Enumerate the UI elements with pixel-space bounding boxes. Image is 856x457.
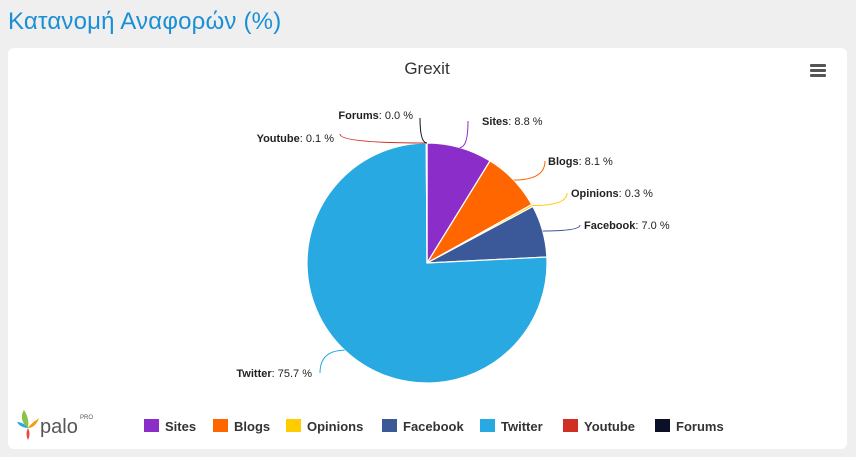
palo-logo: palo PRO — [16, 406, 106, 442]
legend-label-blogs: Blogs — [234, 419, 270, 434]
legend-swatch-opinions — [286, 419, 301, 432]
palo-leaf-logo-icon — [17, 410, 39, 440]
legend-swatch-sites — [144, 419, 159, 432]
legend-item-sites[interactable]: Sites — [144, 419, 196, 434]
legend-label-forums: Forums — [676, 419, 724, 434]
legend-label-opinions: Opinions — [307, 419, 363, 434]
slice-data-labels: Sites: 8.8 % Blogs: 8.1 % Opinions: 0.3 % F… — [236, 110, 669, 380]
legend-item-twitter[interactable]: Twitter — [480, 419, 543, 434]
legend-label-sites: Sites — [165, 419, 196, 434]
data-label-twitter: Twitter: 75.7 % — [236, 368, 312, 380]
connector-sites — [459, 120, 469, 149]
legend-item-forums[interactable]: Forums — [655, 419, 724, 434]
legend-item-youtube[interactable]: Youtube — [563, 419, 635, 434]
legend-item-facebook[interactable]: Facebook — [382, 419, 464, 434]
legend-item-opinions[interactable]: Opinions — [286, 419, 363, 434]
legend-label-facebook: Facebook — [403, 419, 464, 434]
logo-superscript: PRO — [80, 415, 94, 421]
connector-opinions — [532, 192, 568, 207]
connector-forums — [419, 117, 428, 144]
legend-swatch-blogs — [213, 419, 228, 432]
chart-title: Grexit — [404, 59, 450, 78]
connector-facebook — [542, 224, 581, 232]
legend-label-twitter: Twitter — [501, 419, 543, 434]
logo-wordmark: palo — [40, 416, 78, 438]
pie-slices — [306, 142, 548, 384]
connector-twitter — [319, 349, 345, 374]
data-label-blogs: Blogs: 8.1 % — [548, 156, 613, 168]
data-label-sites: Sites: 8.8 % — [482, 116, 543, 128]
legend-swatch-facebook — [382, 419, 397, 432]
connector-blogs — [513, 160, 546, 181]
data-label-opinions: Opinions: 0.3 % — [571, 188, 653, 200]
legend-swatch-youtube — [563, 419, 578, 432]
connector-youtube — [339, 133, 427, 144]
legend-item-blogs[interactable]: Blogs — [213, 419, 270, 434]
legend-swatch-twitter — [480, 419, 495, 432]
data-label-facebook: Facebook: 7.0 % — [584, 220, 670, 232]
data-label-youtube: Youtube: 0.1 % — [257, 133, 335, 145]
page-title: Κατανομή Αναφορών (%) — [8, 8, 282, 35]
data-label-forums: Forums: 0.0 % — [338, 110, 413, 122]
slice-label-connectors — [319, 117, 581, 374]
hamburger-menu-icon[interactable] — [810, 64, 826, 78]
legend-swatch-forums — [655, 419, 670, 432]
legend-label-youtube: Youtube — [584, 419, 635, 434]
chart-legend: Sites Blogs Opinions Facebook Twitter Youtube… — [144, 419, 724, 434]
